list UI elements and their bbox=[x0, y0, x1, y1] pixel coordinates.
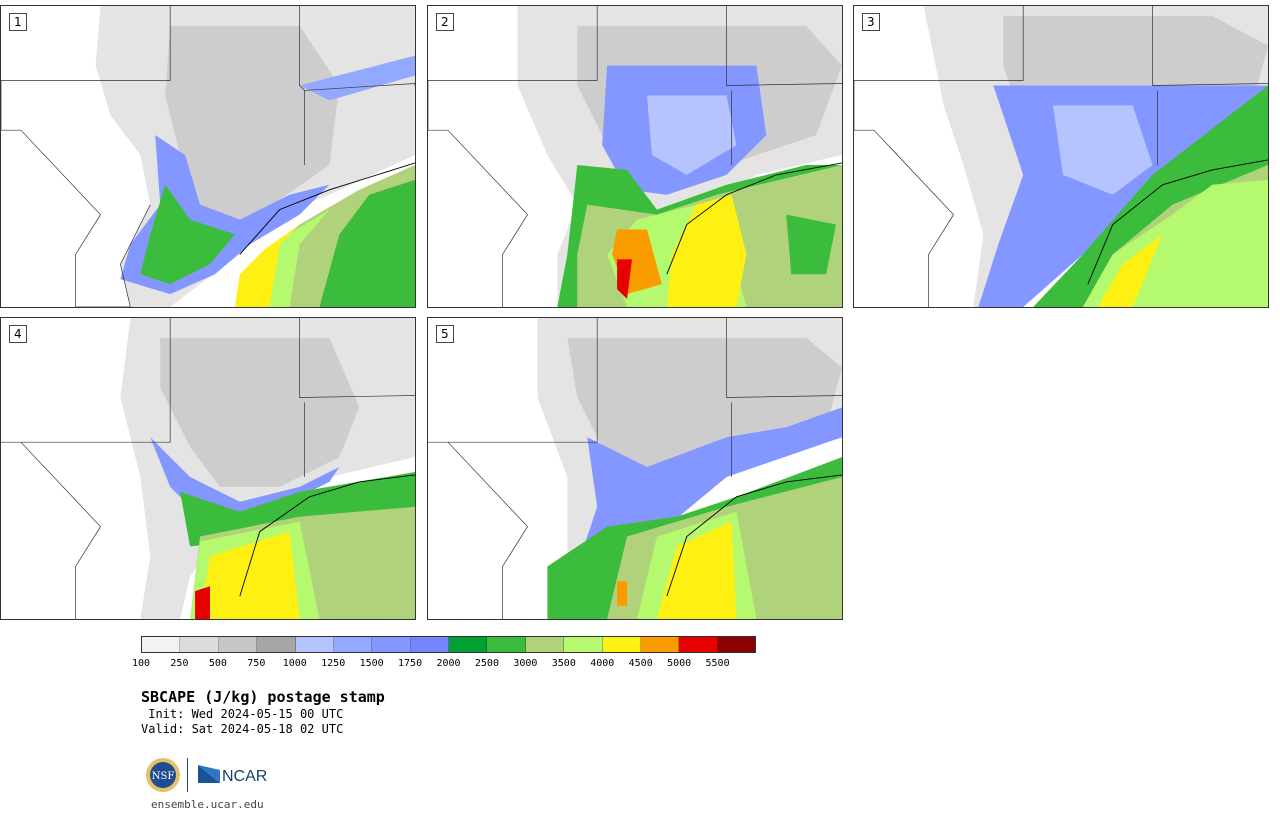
colorbar-segment-10 bbox=[525, 637, 565, 652]
colorbar-tick-label: 2000 bbox=[436, 658, 461, 669]
ensemble-member-panel-1[interactable]: 1 bbox=[0, 5, 416, 308]
colorbar-segment-8 bbox=[449, 637, 488, 652]
colorbar-tick-label: 750 bbox=[247, 658, 266, 669]
colorbar bbox=[141, 636, 756, 653]
colorbar-segment-0 bbox=[142, 637, 181, 652]
logo-divider bbox=[187, 758, 188, 792]
colorbar-tick-label: 2500 bbox=[474, 658, 499, 669]
colorbar-segment-4 bbox=[295, 637, 334, 652]
cape-map bbox=[1, 6, 415, 307]
colorbar-segment-7 bbox=[410, 637, 449, 652]
nsf-logo-icon: NSF bbox=[146, 758, 180, 792]
colorbar-tick-label: 4000 bbox=[590, 658, 615, 669]
colorbar-segment-5 bbox=[333, 637, 373, 652]
panel-number: 1 bbox=[9, 13, 27, 31]
colorbar-segment-3 bbox=[257, 637, 296, 652]
colorbar-tick-label: 4500 bbox=[628, 658, 653, 669]
panel-number: 4 bbox=[9, 325, 27, 343]
figure-title: SBCAPE (J/kg) postage stamp bbox=[141, 688, 385, 706]
ensemble-member-panel-4[interactable]: 4 bbox=[0, 317, 416, 620]
colorbar-segment-9 bbox=[487, 637, 526, 652]
logos: NSF NCAR bbox=[145, 756, 275, 794]
colorbar-tick-label: 1500 bbox=[359, 658, 384, 669]
colorbar-tick-label: 500 bbox=[208, 658, 227, 669]
colorbar-segment-11 bbox=[564, 637, 603, 652]
ensemble-member-panel-3[interactable]: 3 bbox=[853, 5, 1269, 308]
ensemble-member-panel-2[interactable]: 2 bbox=[427, 5, 843, 308]
colorbar-ticks: 100 250 500 750 1000 1250 1500 1750 2000 2500 3000… bbox=[132, 658, 756, 672]
panel-number: 2 bbox=[436, 13, 454, 31]
cape-map bbox=[1, 318, 415, 619]
colorbar-tick-label: 5000 bbox=[667, 658, 692, 669]
nsf-logo-text: NSF bbox=[152, 771, 175, 782]
colorbar-segment-2 bbox=[218, 637, 258, 652]
colorbar-tick-label: 1000 bbox=[282, 658, 307, 669]
colorbar-tick-label: 3000 bbox=[513, 658, 538, 669]
cape-map bbox=[428, 6, 842, 307]
panel-number: 3 bbox=[862, 13, 880, 31]
ensemble-member-panel-5[interactable]: 5 bbox=[427, 317, 843, 620]
colorbar-tick-label: 5500 bbox=[705, 658, 730, 669]
cape-map bbox=[428, 318, 842, 619]
colorbar-tick-label: 1250 bbox=[321, 658, 346, 669]
ncar-logo-icon: NCAR bbox=[198, 765, 267, 785]
colorbar-tick-label: 3500 bbox=[551, 658, 576, 669]
colorbar-segment-13 bbox=[640, 637, 680, 652]
ncar-logo-text: NCAR bbox=[222, 768, 267, 785]
panel-number: 5 bbox=[436, 325, 454, 343]
valid-time: Valid: Sat 2024-05-18 02 UTC bbox=[141, 722, 344, 736]
website-url: ensemble.ucar.edu bbox=[151, 798, 264, 811]
colorbar-segment-14 bbox=[679, 637, 718, 652]
colorbar-segment-6 bbox=[372, 637, 411, 652]
colorbar-segment-1 bbox=[180, 637, 219, 652]
cape-map bbox=[854, 6, 1268, 307]
colorbar-tick-label: 100 bbox=[131, 658, 151, 669]
colorbar-tick-label: 1750 bbox=[398, 658, 423, 669]
colorbar-segment-12 bbox=[602, 637, 641, 652]
colorbar-segment-15 bbox=[717, 637, 755, 652]
colorbar-tick-label: 250 bbox=[170, 658, 189, 669]
init-time: Init: Wed 2024-05-15 00 UTC bbox=[141, 707, 344, 721]
